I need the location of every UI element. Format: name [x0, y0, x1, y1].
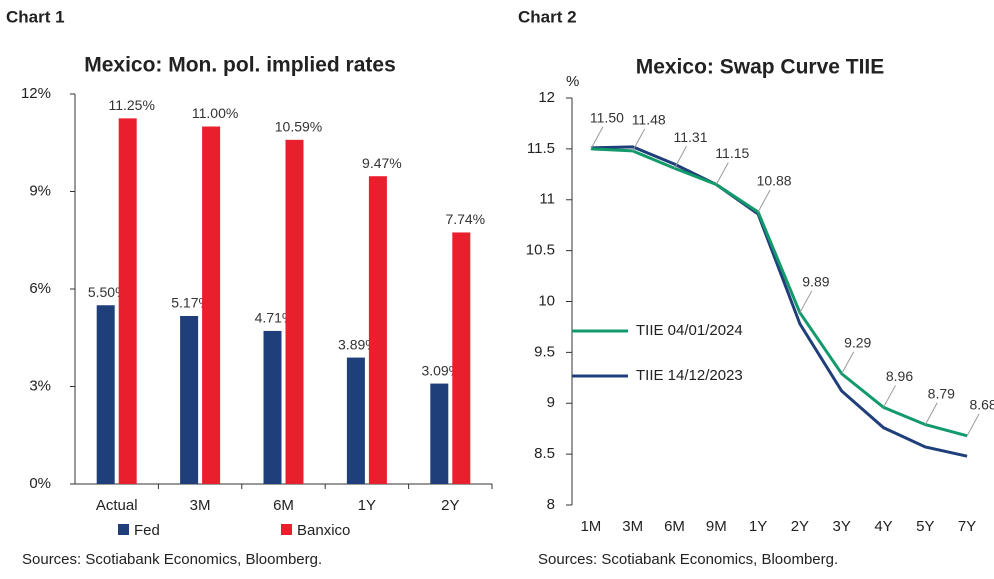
bar — [96, 305, 115, 484]
leader-line — [674, 145, 687, 169]
bar — [285, 139, 304, 484]
value-label: 8.79 — [928, 385, 955, 401]
value-label: 4.71% — [255, 310, 295, 326]
line — [590, 145, 968, 458]
value-label: 3.89% — [338, 336, 378, 352]
leader-line — [966, 413, 980, 437]
leader-line — [799, 290, 813, 313]
x-tick-label: Actual — [96, 497, 138, 514]
legend-label: Banxico — [297, 522, 350, 539]
x-tick-label: 6M — [664, 518, 685, 535]
x-tick-label: 4Y — [874, 518, 892, 535]
x-tick-label: 6M — [273, 497, 294, 514]
value-label: 3.09% — [421, 362, 461, 378]
value-label: 10.88 — [757, 173, 792, 189]
leader-line — [632, 128, 646, 152]
bar — [202, 126, 221, 484]
bar — [452, 232, 471, 484]
value-label: 8.96 — [886, 368, 913, 384]
leader-line — [924, 402, 938, 425]
x-tick-label: 2Y — [791, 518, 809, 535]
value-label: 10.59% — [275, 119, 322, 135]
x-tick-label: 3M — [622, 518, 643, 535]
leader-line — [841, 351, 855, 374]
value-label: 5.17% — [171, 295, 211, 311]
y-tick-label: 12% — [21, 85, 51, 102]
bar — [180, 315, 199, 484]
legend-swatch — [281, 524, 292, 535]
value-label: 11.15 — [715, 145, 749, 161]
y-tick-label: 0% — [29, 475, 51, 492]
y-tick-label: 9 — [547, 394, 555, 411]
value-label: 11.50 — [590, 110, 624, 126]
y-tick-label: 3% — [29, 377, 51, 394]
bar — [430, 383, 449, 484]
x-tick-label: 5Y — [916, 518, 934, 535]
value-label: 11.25% — [108, 97, 154, 113]
y-tick-label: 12 — [538, 89, 555, 106]
y-tick-label: 9.5 — [534, 343, 555, 360]
value-label: 9.89 — [802, 273, 829, 289]
value-label: 8.68 — [969, 397, 994, 413]
chart-title: Mexico: Mon. pol. implied rates — [84, 54, 396, 77]
x-tick-label: 2Y — [441, 497, 459, 514]
value-label: 11.00% — [192, 105, 238, 121]
y-tick-label: 8 — [547, 496, 555, 513]
legend-label: Fed — [134, 522, 160, 539]
value-label: 5.50% — [88, 284, 128, 300]
value-label: 9.47% — [362, 155, 402, 171]
value-label: 7.74% — [445, 211, 485, 227]
bar — [118, 118, 137, 484]
x-tick-label: 9M — [706, 518, 727, 535]
x-tick-label: 7Y — [958, 518, 976, 535]
y-tick-label: 9% — [29, 182, 51, 199]
value-label: 9.29 — [844, 334, 871, 350]
y-tick-label: 6% — [29, 280, 51, 297]
y-tick-label: 8.5 — [534, 445, 555, 462]
chart-title: Mexico: Swap Curve TIIE — [636, 56, 885, 79]
value-label: 11.31 — [674, 129, 708, 145]
legend-label: TIIE 14/12/2023 — [636, 367, 743, 384]
value-label: 11.48 — [632, 112, 666, 128]
leader-line — [757, 189, 771, 213]
leader-line — [590, 126, 604, 150]
source: Sources: Scotiabank Economics, Bloomberg… — [538, 551, 838, 568]
x-tick-label: 3Y — [833, 518, 851, 535]
y-tick-label: 11 — [539, 191, 555, 208]
chart-caption: Chart 2 — [518, 7, 577, 26]
x-tick-label: 3M — [190, 497, 211, 514]
line — [590, 147, 968, 438]
bar — [263, 330, 282, 484]
bar — [346, 357, 365, 484]
y-tick-label: 11.5 — [527, 140, 555, 157]
x-tick-label: 1M — [580, 518, 601, 535]
leader-line — [883, 385, 896, 408]
chart-caption: Chart 1 — [6, 7, 65, 26]
x-tick-label: 1Y — [358, 497, 376, 514]
legend-label: TIIE 04/01/2024 — [636, 322, 743, 339]
y-tick-label: 10 — [538, 292, 555, 309]
legend-swatch — [118, 524, 129, 535]
y-axis-label: % — [566, 73, 579, 90]
source: Sources: Scotiabank Economics, Bloomberg… — [22, 551, 322, 568]
x-tick-label: 1Y — [749, 518, 767, 535]
y-tick-label: 10.5 — [526, 242, 555, 259]
leader-line — [715, 162, 729, 185]
bar — [368, 176, 387, 484]
